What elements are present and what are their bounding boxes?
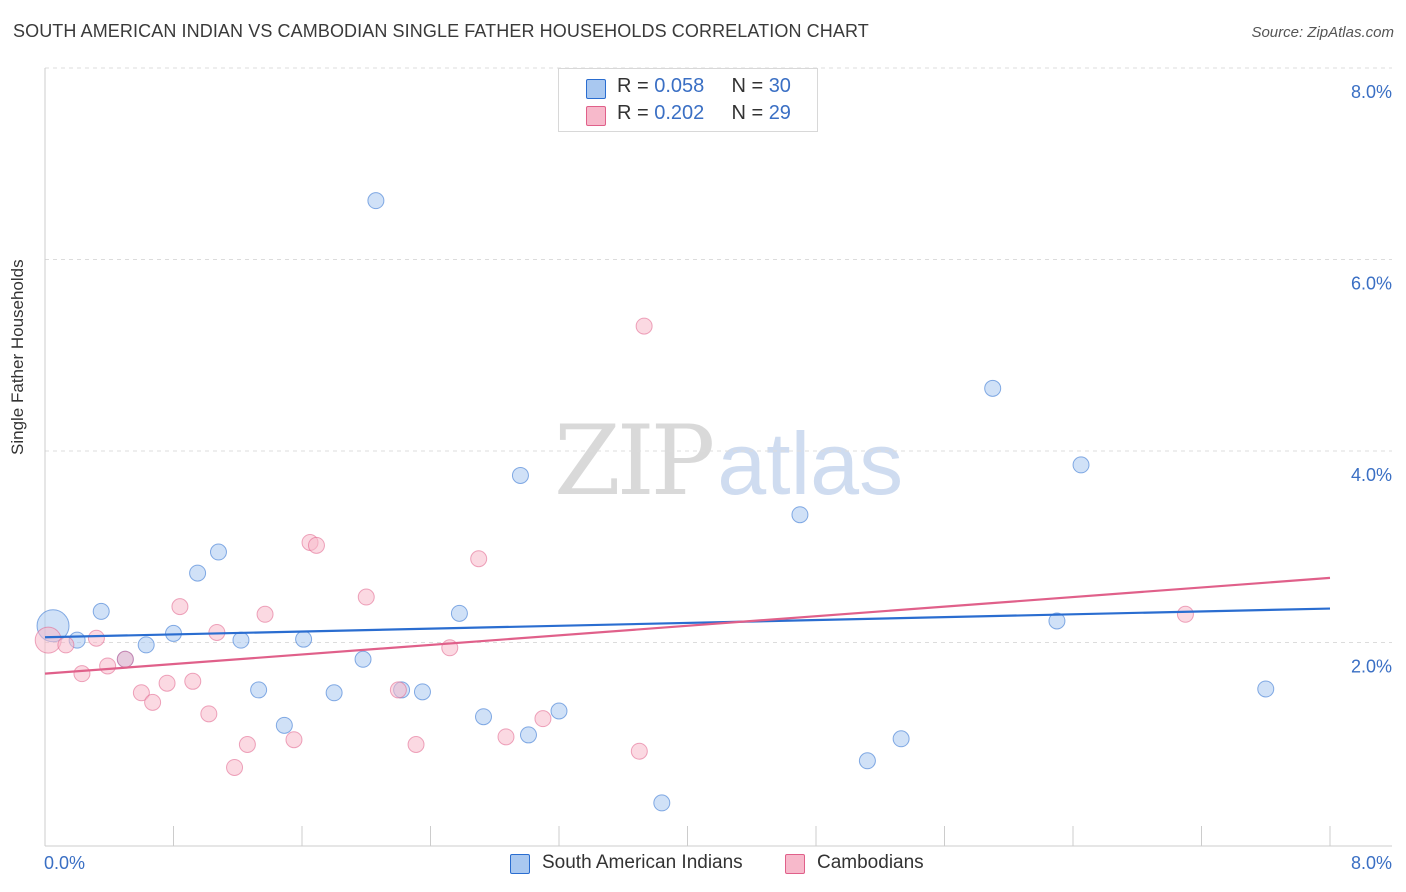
data-point-south-american-indians bbox=[984, 379, 1002, 397]
legend-box: R = 0.058 N = 30 R = 0.202 N = 29 bbox=[558, 68, 818, 132]
bottom-legend-swatch-blue bbox=[510, 854, 530, 874]
data-point-cambodians bbox=[144, 693, 162, 711]
data-point-south-american-indians bbox=[367, 192, 385, 210]
y-tick-label: 6.0% bbox=[1351, 274, 1392, 294]
data-point-cambodians bbox=[635, 317, 653, 335]
data-point-south-american-indians bbox=[325, 684, 343, 702]
data-point-cambodians bbox=[534, 710, 552, 728]
data-point-south-american-indians bbox=[653, 794, 671, 812]
legend-n-value: 30 bbox=[768, 75, 791, 97]
data-point-south-american-indians bbox=[209, 543, 227, 561]
data-point-cambodians bbox=[470, 550, 488, 568]
data-point-south-american-indians bbox=[1048, 612, 1066, 630]
data-point-south-american-indians bbox=[232, 631, 250, 649]
data-point-south-american-indians bbox=[275, 716, 293, 734]
data-point-cambodians bbox=[497, 728, 515, 746]
legend-r-label: R = bbox=[617, 75, 655, 97]
data-point-cambodians bbox=[73, 665, 91, 683]
data-point-south-american-indians bbox=[475, 708, 493, 726]
data-point-south-american-indians bbox=[1072, 456, 1090, 474]
bottom-legend-label: South American Indians bbox=[542, 852, 743, 873]
data-point-cambodians bbox=[389, 681, 407, 699]
data-point-cambodians bbox=[116, 650, 134, 668]
legend-r-value: 0.202 bbox=[654, 102, 705, 124]
bottom-legend-cambodians: Cambodians bbox=[785, 852, 924, 874]
data-point-cambodians bbox=[34, 626, 62, 654]
data-point-cambodians bbox=[357, 588, 375, 606]
data-point-cambodians bbox=[200, 705, 218, 723]
data-point-cambodians bbox=[226, 758, 244, 776]
data-point-cambodians bbox=[99, 657, 117, 675]
data-point-cambodians bbox=[630, 742, 648, 760]
y-tick-label: 4.0% bbox=[1351, 465, 1392, 485]
y-tick-label: 2.0% bbox=[1351, 657, 1392, 677]
data-point-south-american-indians bbox=[511, 466, 529, 484]
data-point-south-american-indians bbox=[295, 630, 313, 648]
legend-r-value: 0.058 bbox=[654, 75, 705, 97]
trend-line-cambodians bbox=[44, 576, 1331, 675]
data-point-cambodians bbox=[184, 672, 202, 690]
data-point-cambodians bbox=[158, 674, 176, 692]
data-point-cambodians bbox=[238, 736, 256, 754]
legend-n-value: 29 bbox=[768, 102, 791, 124]
data-point-south-american-indians bbox=[791, 506, 809, 524]
x-tick-label: 8.0% bbox=[1351, 853, 1392, 873]
y-tick-label: 8.0% bbox=[1351, 82, 1392, 102]
data-point-south-american-indians bbox=[450, 604, 468, 622]
data-point-south-american-indians bbox=[250, 681, 268, 699]
data-point-south-american-indians bbox=[858, 752, 876, 770]
data-point-south-american-indians bbox=[137, 636, 155, 654]
chart-title: SOUTH AMERICAN INDIAN VS CAMBODIAN SINGL… bbox=[13, 21, 869, 41]
data-point-south-american-indians bbox=[1257, 680, 1275, 698]
data-point-cambodians bbox=[307, 536, 325, 554]
data-point-cambodians bbox=[1176, 605, 1194, 623]
data-point-south-american-indians bbox=[892, 730, 910, 748]
trend-line-south-american-indians bbox=[44, 607, 1331, 639]
legend-swatch-pink bbox=[586, 106, 606, 126]
data-point-cambodians bbox=[256, 605, 274, 623]
data-point-south-american-indians bbox=[92, 602, 110, 620]
legend-r-label: R = bbox=[617, 102, 655, 124]
data-point-south-american-indians bbox=[354, 650, 372, 668]
data-point-cambodians bbox=[87, 629, 105, 647]
legend-n-label: N = bbox=[731, 102, 769, 124]
data-point-cambodians bbox=[57, 636, 75, 654]
y-axis-label: Single Father Households bbox=[8, 259, 27, 455]
legend-swatch-blue bbox=[586, 79, 606, 99]
data-point-south-american-indians bbox=[519, 726, 537, 744]
x-tick-label: 0.0% bbox=[44, 853, 85, 873]
data-point-south-american-indians bbox=[189, 564, 207, 582]
data-point-cambodians bbox=[132, 684, 150, 702]
source-label: Source: ZipAtlas.com bbox=[1251, 24, 1394, 41]
data-point-cambodians bbox=[285, 731, 303, 749]
bottom-legend-swatch-pink bbox=[785, 854, 805, 874]
data-point-cambodians bbox=[407, 736, 425, 754]
data-point-south-american-indians bbox=[413, 683, 431, 701]
bottom-legend-south-american-indians: South American Indians bbox=[510, 852, 743, 874]
data-point-cambodians bbox=[171, 598, 189, 616]
legend-n-label: N = bbox=[731, 75, 769, 97]
bottom-legend-label: Cambodians bbox=[817, 852, 924, 873]
data-point-south-american-indians bbox=[550, 702, 568, 720]
